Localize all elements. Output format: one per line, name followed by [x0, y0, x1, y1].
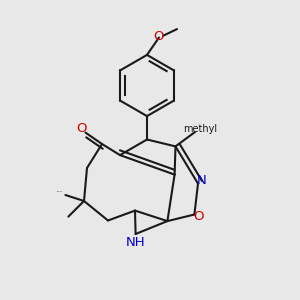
Text: NH: NH — [126, 236, 146, 249]
Text: O: O — [154, 30, 164, 44]
Text: N: N — [197, 174, 207, 187]
Text: O: O — [77, 122, 87, 136]
Text: O: O — [193, 210, 204, 224]
Text: methyl-a: methyl-a — [57, 191, 63, 192]
Text: methyl: methyl — [183, 124, 217, 134]
